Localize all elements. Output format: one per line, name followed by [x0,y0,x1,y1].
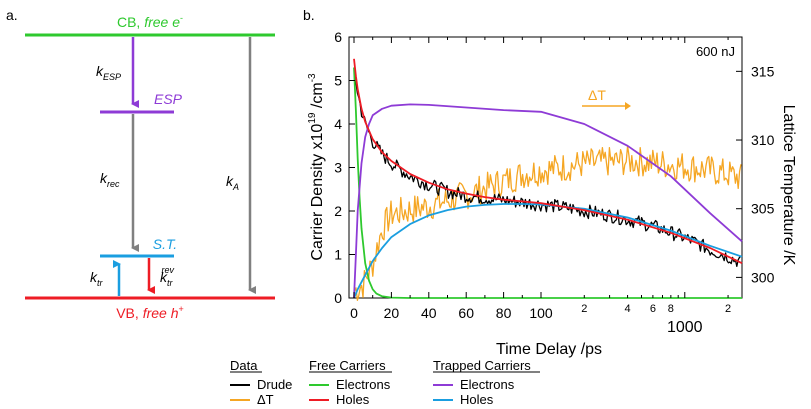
dT-annotation: ΔT [588,87,606,103]
x-tick-label: 40 [421,305,437,321]
y-right-tick-label: 315 [751,63,775,79]
legend-free-electrons: Electrons [336,377,391,392]
y-tick-label: 5 [334,73,342,89]
y-tick-label: 1 [334,247,342,263]
k-rec-label: krec [100,170,120,189]
y-right-axis-label: Lattice Temperature /K [780,105,797,266]
legend: Data Free Carriers Trapped Carriers Drud… [230,358,540,407]
x-tick-label: 0 [350,305,358,321]
k-a-label: kA [226,173,239,192]
cb-label: CB, free e- [117,13,183,30]
legend-trapped-electrons: Electrons [460,377,515,392]
series-electrons-trapped [353,103,743,299]
x-log-tick-label: 4 [625,303,631,315]
vb-label: VB, free h+ [116,304,184,321]
legend-header-free: Free Carriers [309,358,386,373]
x-log-tick-label: 6 [650,303,656,315]
k-trrev-label: ktrrev [160,265,175,288]
energy-label: 600 nJ [696,44,735,59]
y-tick-label: 6 [334,29,342,45]
x-tick-label: 60 [458,305,474,321]
legend-dT: ΔT [257,392,274,407]
legend-header-data: Data [230,358,258,373]
x-tick-label: 100 [529,305,553,321]
st-label: S.T. [153,236,177,252]
legend-free-holes: Holes [336,392,370,407]
y-right-tick-label: 310 [751,132,775,148]
series-drude [353,69,742,268]
legend-header-trapped: Trapped Carriers [433,358,531,373]
x-log-tick-label: 1000 [667,319,703,336]
y-tick-label: 3 [334,160,342,176]
series-holes-free [353,58,743,265]
panel-a-label: a. [6,7,18,23]
series-dT [354,145,742,301]
y-right-tick-label: 305 [751,201,775,217]
y-axis-label: Carrier Density x1019 /cm-3 [307,73,326,261]
y-tick-label: 0 [334,290,342,306]
y-tick-label: 2 [334,203,342,219]
panel-b-label: b. [303,7,315,23]
legend-trapped-holes: Holes [460,392,494,407]
esp-label: ESP [154,91,183,107]
y-tick-label: 4 [334,116,342,132]
series-layer [353,58,743,301]
x-axis-label: Time Delay /ps [496,341,602,358]
x-log-tick-label: 2 [725,303,731,315]
y-right-tick-label: 300 [751,269,775,285]
series-holes-trapped [353,203,743,299]
legend-drude: Drude [257,377,292,392]
x-tick-label: 80 [496,305,512,321]
k-esp-label: kESP [96,63,121,82]
x-log-tick-label: 8 [668,303,674,315]
dT-annotation-arrowhead [625,102,631,110]
x-log-tick-label: 2 [581,303,587,315]
energy-diagram: a. CB, free e- VB, free h+ ESP S.T. kESP… [6,7,275,321]
x-tick-label: 20 [384,305,400,321]
k-tr-label: ktr [90,269,104,288]
series-electrons-free [353,67,742,299]
